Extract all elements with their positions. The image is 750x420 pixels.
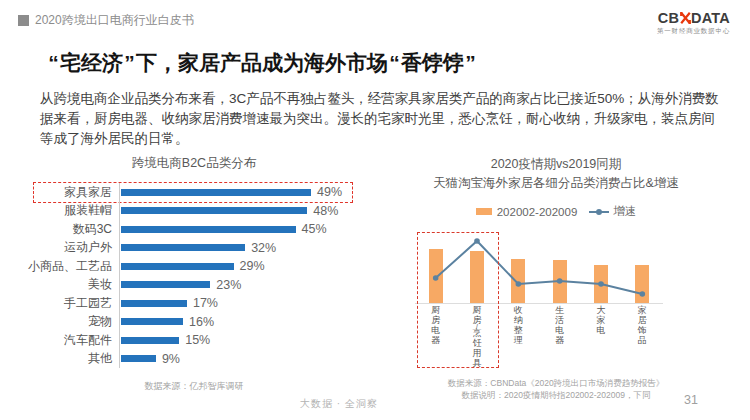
paragraph-line: 从跨境电商企业品类分布来看，3C产品不再独占鳌头，经营家具家居类产品的商家占比已… (40, 89, 730, 109)
bar-area: 45% (119, 220, 355, 239)
bar-area: 23% (119, 276, 355, 295)
category-label: 家居饰品 (638, 305, 647, 345)
bar (121, 355, 156, 362)
left-chart-row: 宠物16% (33, 313, 355, 332)
value-label: 45% (302, 222, 327, 236)
bar (121, 318, 183, 325)
body-paragraph: 从跨境电商企业品类分布来看，3C产品不再独占鳌头，经营家具家居类产品的商家占比已… (40, 89, 730, 149)
bar-area: 17% (119, 294, 355, 313)
category-label: 运动户外 (23, 239, 119, 256)
category-label: 宠物 (23, 313, 119, 330)
bar-area: 16% (119, 313, 355, 332)
bar-area: 29% (119, 257, 355, 276)
left-chart-row: 家具家居49% (33, 183, 355, 202)
left-chart-row: 手工园艺17% (33, 294, 355, 313)
bar-area: 9% (119, 350, 355, 369)
page-title: “宅经济”下，家居产品成为海外市场“香饽饽” (47, 49, 477, 77)
paragraph-line: 据来看，厨房电器、收纳家居消费增速最为突出。漫长的宅家时光里，悉心烹饪，耐心收纳… (40, 109, 730, 129)
note-line: 数据说明：2020疫情期特指202002-202009，下同 (400, 389, 712, 401)
left-chart-row: 运动户外32% (33, 239, 355, 258)
bar (121, 226, 296, 233)
value-label: 29% (240, 259, 265, 273)
square-bullet-icon (18, 15, 29, 26)
bar (121, 244, 245, 251)
bar-area: 48% (119, 202, 355, 221)
legend-line-label: 增速 (613, 204, 636, 219)
right-chart-title: 2020疫情期vs2019同期 (400, 155, 712, 174)
left-chart-source: 数据来源：亿邦智库调研 (33, 380, 355, 393)
category-label: 数码3C (23, 221, 119, 238)
legend-bar-label: 202002-202009 (497, 206, 578, 218)
value-label: 48% (313, 204, 338, 218)
highlight-box (33, 182, 353, 204)
category-label: 美妆 (23, 276, 119, 293)
logo-wordmark: CBDATA (657, 10, 730, 26)
page-number: 31 (684, 393, 698, 407)
left-chart-row: 小商品、工艺品29% (33, 257, 355, 276)
paragraph-line: 等成了海外居民的日常。 (40, 129, 730, 149)
bar (121, 300, 187, 307)
category-label: 手工园艺 (23, 295, 119, 312)
legend-bar-swatch (476, 208, 492, 215)
value-label: 23% (216, 278, 241, 292)
left-chart-row: 其他9% (33, 350, 355, 369)
bar (121, 281, 210, 288)
left-chart-row: 服装鞋帽48% (33, 202, 355, 221)
category-label: 收纳整理 (514, 305, 523, 345)
footer-slogan: 大数据 · 全洞察 (300, 397, 378, 411)
source-line: 数据来源：CBNData《2020跨境出口市场消费趋势报告》 (400, 377, 712, 389)
right-chart-source: 数据来源：CBNData《2020跨境出口市场消费趋势报告》 数据说明：2020… (400, 377, 712, 401)
category-label: 小商品、工艺品 (23, 258, 119, 275)
cbndata-logo: CBDATA 第一财经商业数据中心 (657, 10, 730, 36)
category-label: 汽车配件 (23, 332, 119, 349)
left-chart: 跨境电商B2C品类分布 家具家居49%服装鞋帽48%数码3C45%运动户外32%… (33, 155, 355, 393)
value-label: 17% (193, 296, 218, 310)
category-label: 生活电器 (555, 305, 564, 345)
value-label: 9% (162, 352, 180, 366)
category-label: 其他 (23, 350, 119, 367)
logo-subtitle: 第一财经商业数据中心 (657, 27, 730, 36)
right-chart-subtitle: 天猫淘宝海外家居各细分品类消费占比&增速 (400, 174, 712, 193)
bar-area: 32% (119, 239, 355, 258)
category-label: 大家电 (596, 305, 605, 335)
bar (121, 337, 179, 344)
bar-area: 15% (119, 331, 355, 350)
value-label: 16% (189, 315, 214, 329)
left-chart-row: 美妆23% (33, 276, 355, 295)
legend-line-swatch (589, 208, 609, 216)
report-title: 2020跨境出口电商行业白皮书 (35, 12, 194, 29)
bar (121, 207, 307, 214)
left-chart-row: 汽车配件15% (33, 331, 355, 350)
value-label: 32% (251, 241, 276, 255)
highlight-box (417, 232, 499, 368)
category-label: 服装鞋帽 (23, 202, 119, 219)
left-chart-rows: 家具家居49%服装鞋帽48%数码3C45%运动户外32%小商品、工艺品29%美妆… (33, 183, 355, 368)
bar (121, 263, 234, 270)
left-chart-row: 数码3C45% (33, 220, 355, 239)
right-chart: 2020疫情期vs2019同期 天猫淘宝海外家居各细分品类消费占比&增速 202… (400, 155, 712, 405)
logo-n-icon (680, 12, 691, 24)
report-header: 2020跨境出口电商行业白皮书 (18, 12, 194, 29)
left-chart-title: 跨境电商B2C品类分布 (33, 155, 355, 172)
value-label: 15% (185, 333, 210, 347)
right-chart-legend: 202002-202009 增速 (400, 204, 712, 219)
